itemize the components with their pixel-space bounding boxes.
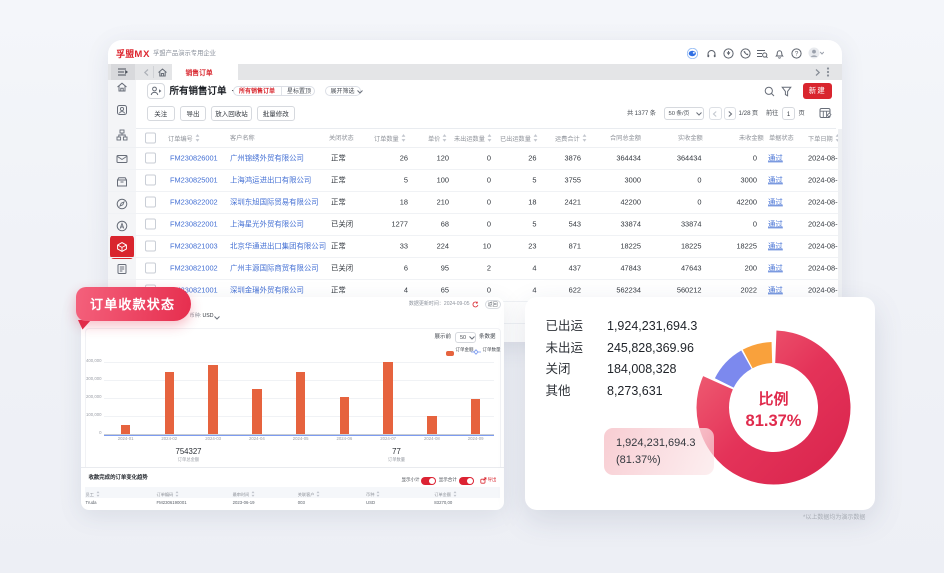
svg-text:?: ? [794,50,798,57]
